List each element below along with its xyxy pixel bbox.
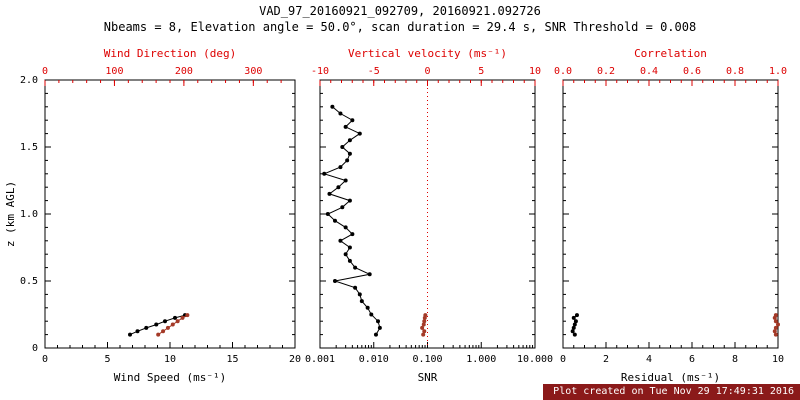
svg-text:0: 0 [42, 354, 48, 365]
svg-text:200: 200 [175, 66, 193, 77]
svg-text:10.000: 10.000 [517, 354, 553, 365]
svg-text:10: 10 [164, 354, 176, 365]
svg-text:0.001: 0.001 [305, 354, 335, 365]
svg-text:SNR: SNR [418, 371, 438, 384]
svg-text:1.0: 1.0 [20, 209, 38, 220]
panel-residual: 0 2 4 6 8 10 Residual (ms⁻¹) 0.0 0.2 0.4 0.6 0.8 1.0… [554, 47, 787, 384]
svg-text:Vertical velocity (ms⁻¹): Vertical velocity (ms⁻¹) [348, 47, 507, 60]
svg-text:Residual (ms⁻¹): Residual (ms⁻¹) [621, 371, 720, 384]
svg-text:6: 6 [689, 354, 695, 365]
svg-text:8: 8 [732, 354, 738, 365]
svg-text:0.6: 0.6 [683, 66, 701, 77]
svg-text:2: 2 [603, 354, 609, 365]
svg-text:15: 15 [226, 354, 238, 365]
svg-text:0: 0 [42, 66, 48, 77]
plot-title: VAD_97_20160921_092709, 20160921.092726 [259, 4, 541, 18]
svg-text:0: 0 [32, 343, 38, 354]
svg-text:0.2: 0.2 [597, 66, 615, 77]
svg-text:-10: -10 [311, 66, 329, 77]
svg-text:10: 10 [772, 354, 784, 365]
svg-text:1.0: 1.0 [769, 66, 787, 77]
plot-subtitle: Nbeams = 8, Elevation angle = 50.0°, sca… [103, 20, 697, 34]
svg-text:-5: -5 [368, 66, 380, 77]
svg-text:0.0: 0.0 [554, 66, 572, 77]
svg-text:100: 100 [105, 66, 123, 77]
svg-text:Wind Speed (ms⁻¹): Wind Speed (ms⁻¹) [114, 371, 227, 384]
svg-text:Correlation: Correlation [634, 47, 707, 60]
series-snr-profile [322, 106, 381, 335]
svg-text:300: 300 [244, 66, 262, 77]
svg-text:0.4: 0.4 [640, 66, 658, 77]
svg-text:0.5: 0.5 [20, 276, 38, 287]
svg-text:0.010: 0.010 [359, 354, 389, 365]
svg-text:5: 5 [478, 66, 484, 77]
svg-text:0.100: 0.100 [412, 354, 442, 365]
svg-text:0: 0 [560, 354, 566, 365]
svg-text:5: 5 [104, 354, 110, 365]
svg-text:Wind Direction (deg): Wind Direction (deg) [104, 47, 236, 60]
svg-text:4: 4 [646, 354, 652, 365]
y-axis-label: z (km AGL) [4, 181, 17, 247]
svg-text:1.000: 1.000 [466, 354, 496, 365]
svg-text:0: 0 [424, 66, 430, 77]
svg-text:0.8: 0.8 [726, 66, 744, 77]
creation-timestamp: Plot created on Tue Nov 29 17:49:31 2016 [543, 384, 800, 400]
svg-text:20: 20 [289, 354, 301, 365]
svg-text:10: 10 [529, 66, 541, 77]
panel-snr: 0.001 0.010 0.100 1.000 10.000 SNR -10 -5 0 5 10 Ve… [305, 47, 553, 384]
panel-wind: 0 5 10 15 20 Wind Speed (ms⁻¹) 0 100 200 300 Wind … [20, 47, 301, 384]
svg-text:2.0: 2.0 [20, 75, 38, 86]
svg-text:1.5: 1.5 [20, 142, 38, 153]
